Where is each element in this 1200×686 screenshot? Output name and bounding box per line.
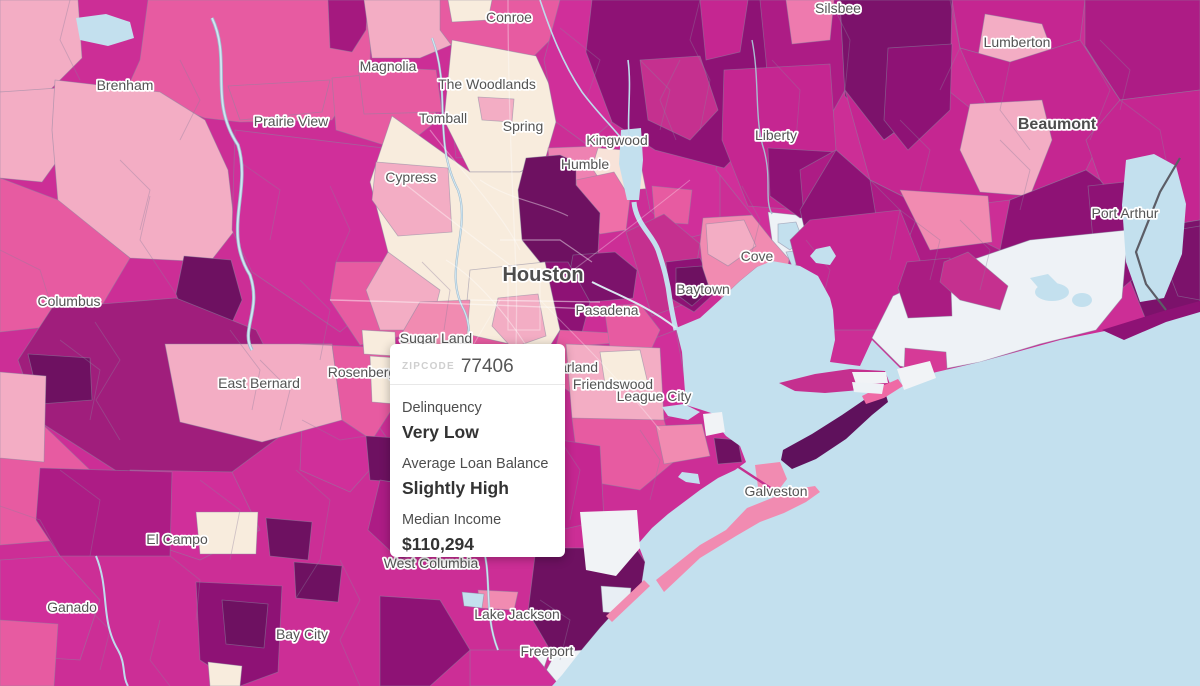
svg-text:Friendswood: Friendswood xyxy=(573,376,653,392)
svg-text:Tomball: Tomball xyxy=(419,110,467,126)
svg-text:The Woodlands: The Woodlands xyxy=(438,76,536,92)
svg-text:Port Arthur: Port Arthur xyxy=(1092,205,1159,221)
svg-text:Rosenberg: Rosenberg xyxy=(328,364,397,380)
svg-text:Liberty: Liberty xyxy=(755,127,797,143)
svg-text:Spring: Spring xyxy=(503,118,543,134)
svg-text:Conroe: Conroe xyxy=(486,9,532,25)
svg-text:Humble: Humble xyxy=(561,156,609,172)
svg-text:East Bernard: East Bernard xyxy=(218,375,300,391)
svg-text:Columbus: Columbus xyxy=(37,293,100,309)
svg-text:Beaumont: Beaumont xyxy=(1018,116,1097,133)
svg-text:Sugar Land: Sugar Land xyxy=(400,330,472,346)
svg-text:Baytown: Baytown xyxy=(676,281,730,297)
svg-text:Brenham: Brenham xyxy=(97,77,154,93)
svg-text:Bay City: Bay City xyxy=(276,626,328,642)
svg-text:Houston: Houston xyxy=(502,264,583,286)
svg-text:Ganado: Ganado xyxy=(47,599,97,615)
svg-text:Silsbee: Silsbee xyxy=(815,0,861,16)
svg-text:El Campo: El Campo xyxy=(146,531,208,547)
svg-text:Galveston: Galveston xyxy=(744,483,807,499)
svg-text:Pasadena: Pasadena xyxy=(575,302,638,318)
svg-text:Lumberton: Lumberton xyxy=(984,34,1051,50)
svg-text:Cove: Cove xyxy=(741,248,774,264)
svg-text:West Columbia: West Columbia xyxy=(384,555,479,571)
svg-text:Magnolia: Magnolia xyxy=(360,58,417,74)
svg-text:Cypress: Cypress xyxy=(385,169,436,185)
svg-text:Kingwood: Kingwood xyxy=(586,132,648,148)
svg-text:League City: League City xyxy=(617,388,692,404)
svg-text:Lake Jackson: Lake Jackson xyxy=(474,606,560,622)
svg-text:Prairie View: Prairie View xyxy=(254,113,329,129)
svg-text:Freeport: Freeport xyxy=(521,643,574,659)
